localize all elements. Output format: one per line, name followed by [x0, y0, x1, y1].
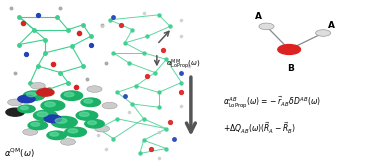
Text: A: A: [328, 21, 335, 30]
Circle shape: [76, 111, 98, 120]
Circle shape: [37, 112, 48, 116]
Text: $\alpha^{AB}_{\mathrm{LoProp}}(\omega) = -\vec{r}_{AB}\delta D^{AB}(\omega)$: $\alpha^{AB}_{\mathrm{LoProp}}(\omega) =…: [223, 94, 321, 110]
Text: $\alpha^{\mathrm{QM}}(\omega)$: $\alpha^{\mathrm{QM}}(\omega)$: [4, 146, 34, 160]
Circle shape: [23, 129, 38, 135]
Circle shape: [26, 92, 36, 97]
Circle shape: [68, 129, 78, 133]
Circle shape: [20, 106, 28, 110]
Circle shape: [18, 95, 35, 103]
Circle shape: [45, 102, 55, 107]
Circle shape: [64, 92, 74, 97]
Circle shape: [61, 91, 83, 100]
Circle shape: [259, 23, 274, 30]
Circle shape: [316, 30, 331, 36]
Text: A: A: [255, 12, 262, 21]
Circle shape: [88, 121, 96, 125]
Text: B: B: [288, 64, 294, 73]
Text: $+\Delta Q_{AB}(\omega)(\vec{R}_A - \vec{R}_B)$: $+\Delta Q_{AB}(\omega)(\vec{R}_A - \vec…: [223, 121, 296, 136]
Circle shape: [41, 100, 65, 111]
Circle shape: [55, 118, 67, 123]
Circle shape: [34, 110, 57, 121]
Circle shape: [85, 119, 104, 128]
Text: $\alpha^{\mathrm{MM}}_{\mathrm{LoProp}}(\omega)$: $\alpha^{\mathrm{MM}}_{\mathrm{LoProp}}(…: [166, 57, 201, 71]
Circle shape: [79, 112, 89, 116]
Circle shape: [50, 132, 59, 136]
Circle shape: [23, 91, 45, 100]
Circle shape: [94, 125, 110, 132]
Circle shape: [31, 122, 40, 126]
Circle shape: [102, 102, 117, 109]
Circle shape: [47, 131, 67, 140]
Circle shape: [8, 99, 23, 106]
Circle shape: [65, 127, 87, 137]
Circle shape: [30, 82, 45, 89]
Circle shape: [44, 115, 62, 123]
Circle shape: [60, 139, 76, 145]
Circle shape: [51, 116, 77, 128]
Circle shape: [37, 89, 54, 96]
Circle shape: [84, 99, 93, 103]
Circle shape: [81, 98, 101, 107]
Circle shape: [278, 45, 301, 54]
Circle shape: [87, 86, 102, 92]
Circle shape: [28, 121, 48, 130]
Circle shape: [18, 105, 35, 113]
Circle shape: [6, 108, 24, 116]
